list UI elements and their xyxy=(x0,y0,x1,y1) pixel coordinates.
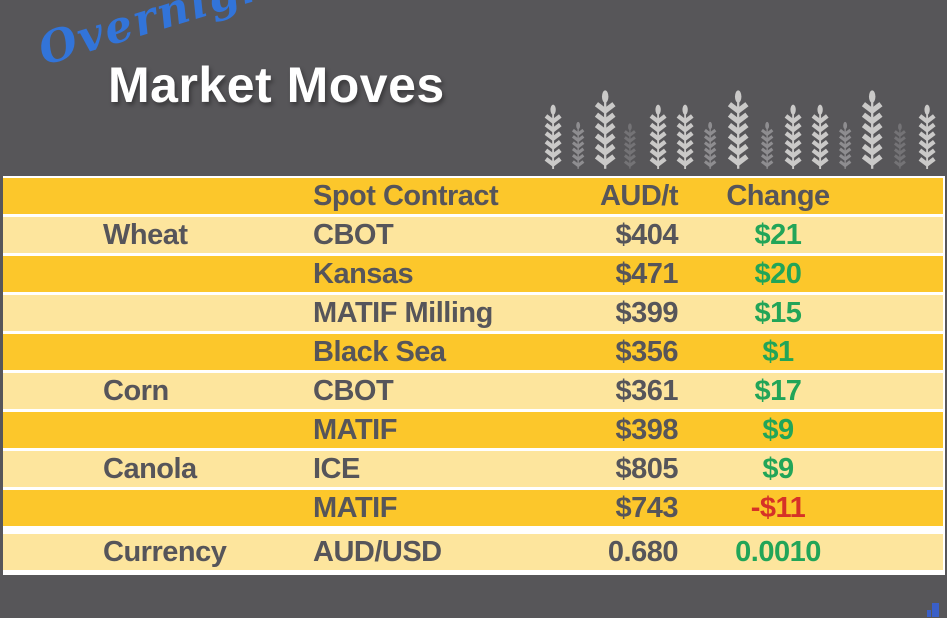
wheat-icon xyxy=(678,105,692,169)
wheat-icon xyxy=(623,121,637,171)
commodity-cell: Corn xyxy=(103,375,169,407)
col-header-spot-contract: Spot Contract xyxy=(313,180,499,212)
page-title: Market Moves xyxy=(108,57,445,113)
commodity-cell xyxy=(3,412,313,448)
contract-cell: CBOT xyxy=(313,375,394,407)
wheat-icon xyxy=(651,105,665,169)
market-table: Spot Contract AUD/t Change Wheat CBOT $4… xyxy=(3,176,945,575)
header-banner: Overnight Market Moves xyxy=(0,0,947,176)
wheat-icon xyxy=(838,120,852,171)
change-cell: $9 xyxy=(762,414,794,446)
price-cell: $398 xyxy=(615,414,678,446)
col-header-change: Change xyxy=(726,180,830,212)
wheat-icon xyxy=(920,105,934,169)
wheat-icon xyxy=(760,120,774,171)
contract-cell: Kansas xyxy=(313,258,414,290)
price-cell: 0.680 xyxy=(607,536,679,568)
change-cell: -$11 xyxy=(750,492,806,524)
col-header-aud-t: AUD/t xyxy=(599,180,679,212)
commodity-cell: Currency xyxy=(103,536,227,568)
contract-cell: MATIF xyxy=(313,414,397,446)
commodity-cell xyxy=(3,256,313,292)
table-row-wheat-kansas: Kansas $471 $20 xyxy=(3,256,943,292)
commodity-cell xyxy=(3,334,313,370)
table-row-corn-matif: MATIF $398 $9 xyxy=(3,412,943,448)
change-cell: $15 xyxy=(754,297,802,329)
contract-cell: MATIF Milling xyxy=(313,297,493,329)
wheat-icon xyxy=(729,90,746,168)
commodity-cell: Wheat xyxy=(103,219,188,251)
change-cell: $1 xyxy=(762,336,794,368)
table-row-wheat-black-sea: Black Sea $356 $1 xyxy=(3,334,943,370)
contract-cell: Black Sea xyxy=(313,336,446,368)
wheat-icon xyxy=(546,105,560,169)
wheat-icon xyxy=(813,105,827,169)
contract-cell: ICE xyxy=(313,453,360,485)
price-cell: $356 xyxy=(615,336,678,368)
commodity-cell xyxy=(3,295,313,331)
price-cell: $399 xyxy=(615,297,678,329)
table-row-canola-ice: Canola ICE $805 $9 xyxy=(3,451,943,487)
table-row-wheat-cbot: Wheat CBOT $404 $21 xyxy=(3,217,943,253)
col-header-commodity xyxy=(3,178,313,214)
commodity-cell xyxy=(3,490,313,526)
table-row-currency-audusd: Currency AUD/USD 0.680 0.0010 xyxy=(3,534,943,570)
wheat-icon xyxy=(596,90,613,168)
logo-corner-mark-icon xyxy=(927,603,939,617)
wheat-icon xyxy=(786,105,800,169)
change-cell: 0.0010 xyxy=(735,536,821,568)
change-cell: $20 xyxy=(754,258,802,290)
price-cell: $471 xyxy=(615,258,678,290)
wheat-icon xyxy=(863,90,880,168)
price-cell: $743 xyxy=(615,492,678,524)
change-cell: $9 xyxy=(762,453,794,485)
change-cell: $21 xyxy=(754,219,802,251)
table-row-corn-cbot: Corn CBOT $361 $17 xyxy=(3,373,943,409)
contract-cell: AUD/USD xyxy=(313,536,442,568)
wheat-icon xyxy=(703,120,717,171)
wheat-icon xyxy=(571,120,585,171)
table-row-wheat-matif-milling: MATIF Milling $399 $15 xyxy=(3,295,943,331)
price-cell: $404 xyxy=(615,219,678,251)
table-header-row: Spot Contract AUD/t Change xyxy=(3,178,943,214)
price-cell: $805 xyxy=(615,453,678,485)
commodity-cell: Canola xyxy=(103,453,197,485)
footer-bar xyxy=(0,575,947,618)
change-cell: $17 xyxy=(754,375,802,407)
wheat-icons-row xyxy=(535,88,945,170)
contract-cell: CBOT xyxy=(313,219,394,251)
price-cell: $361 xyxy=(615,375,678,407)
table-row-canola-matif: MATIF $743 -$11 xyxy=(3,490,943,526)
contract-cell: MATIF xyxy=(313,492,397,524)
wheat-icon xyxy=(893,121,907,171)
